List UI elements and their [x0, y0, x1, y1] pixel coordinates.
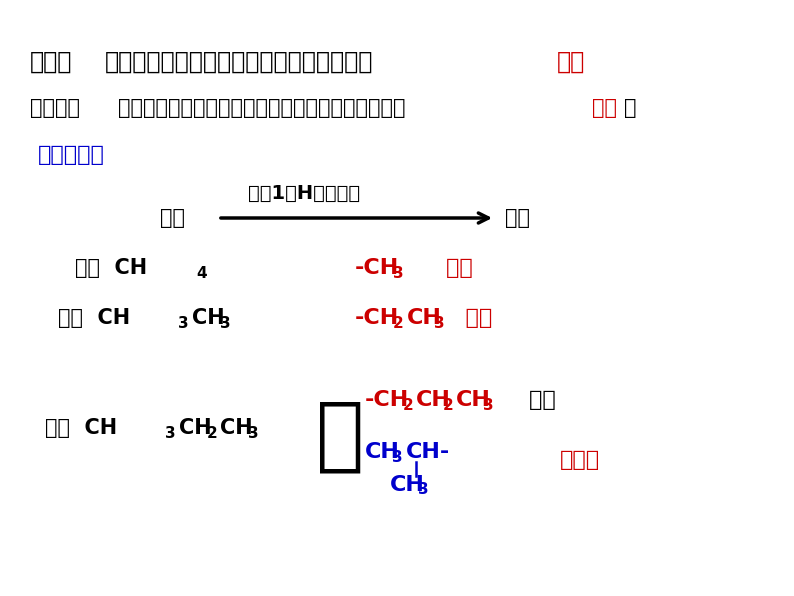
- Text: 甲基: 甲基: [415, 258, 472, 278]
- Text: CH-: CH-: [406, 442, 450, 462]
- Text: 丙基: 丙基: [498, 390, 556, 410]
- Text: 3: 3: [392, 449, 403, 464]
- Text: CH: CH: [192, 308, 225, 328]
- Text: 3: 3: [418, 483, 429, 498]
- Text: 具体如下：: 具体如下：: [38, 145, 105, 165]
- Text: 2: 2: [443, 398, 453, 412]
- Text: 2: 2: [207, 426, 218, 440]
- Text: 烃分子失去一个氢原子所剩余的原子团叫做: 烃分子失去一个氢原子所剩余的原子团叫做: [105, 50, 373, 74]
- Text: ｛: ｛: [316, 398, 364, 476]
- Text: CH: CH: [365, 442, 400, 462]
- Text: 3: 3: [178, 315, 189, 331]
- Text: CH: CH: [220, 418, 252, 438]
- Text: 3: 3: [220, 315, 230, 331]
- Text: CH: CH: [416, 390, 451, 410]
- Text: 烃基: 烃基: [557, 50, 585, 74]
- Text: 甲烷  CH: 甲烷 CH: [75, 258, 147, 278]
- Text: 3: 3: [393, 265, 403, 281]
- Text: 4: 4: [196, 265, 206, 281]
- Text: CH: CH: [407, 308, 442, 328]
- Text: 烷烃失去一个氢原子剩余的原子团就叫烷烃基，简称: 烷烃失去一个氢原子剩余的原子团就叫烷烃基，简称: [118, 98, 406, 118]
- Text: 乙烷  CH: 乙烷 CH: [58, 308, 130, 328]
- Text: 烷烃基：: 烷烃基：: [30, 98, 80, 118]
- Text: CH: CH: [179, 418, 212, 438]
- Text: 失去1个H原子后，: 失去1个H原子后，: [248, 184, 360, 203]
- Text: 3: 3: [248, 426, 259, 440]
- Text: 2: 2: [393, 315, 404, 331]
- Text: 烷基: 烷基: [505, 208, 530, 228]
- Text: CH: CH: [390, 475, 425, 495]
- Text: 3: 3: [483, 398, 494, 412]
- Text: -CH: -CH: [355, 258, 399, 278]
- Text: 异丙基: 异丙基: [560, 450, 600, 470]
- Text: 。: 。: [624, 98, 637, 118]
- Text: -CH: -CH: [365, 390, 409, 410]
- Text: 2: 2: [403, 398, 414, 412]
- Text: 丙烷  CH: 丙烷 CH: [45, 418, 118, 438]
- Text: 3: 3: [165, 426, 175, 440]
- Text: CH: CH: [456, 390, 491, 410]
- Text: 3: 3: [434, 315, 445, 331]
- Text: 烷基: 烷基: [592, 98, 617, 118]
- Text: 烷烃: 烷烃: [160, 208, 185, 228]
- Text: -CH: -CH: [355, 308, 399, 328]
- Text: 烃基：: 烃基：: [30, 50, 72, 74]
- Text: 乙基: 乙基: [450, 308, 492, 328]
